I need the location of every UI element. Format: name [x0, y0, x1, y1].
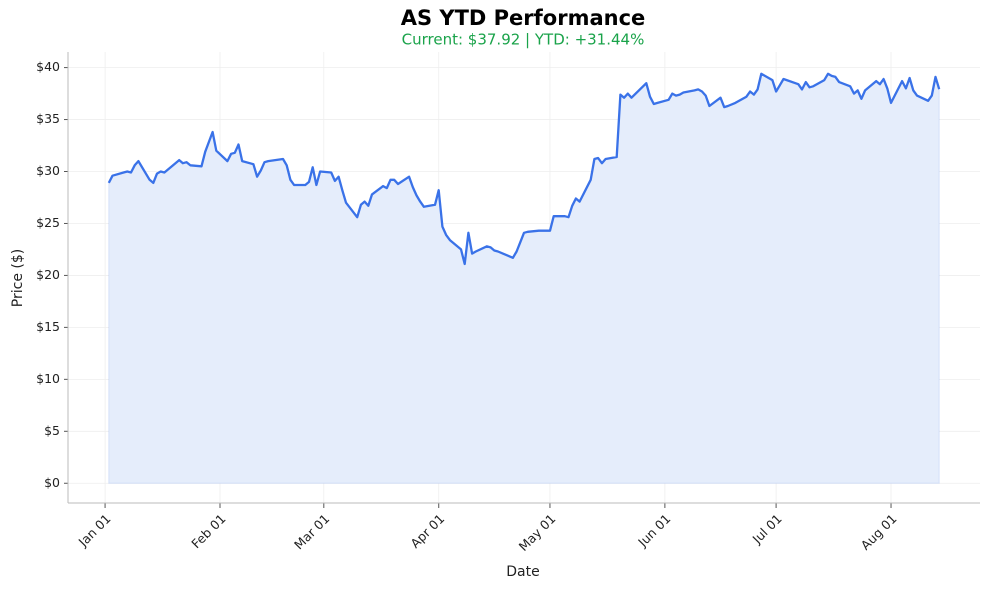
x-tick-label: Jun 01 [634, 511, 673, 550]
y-tick-label: $30 [36, 163, 60, 178]
y-tick-label: $40 [36, 59, 60, 74]
x-tick-label: Mar 01 [291, 511, 332, 552]
y-tick-label: $10 [36, 371, 60, 386]
x-tick-label: Apr 01 [407, 511, 447, 551]
x-tick-label: Jul 01 [749, 511, 785, 547]
y-tick-label: $0 [44, 475, 60, 490]
y-tick-label: $35 [36, 111, 60, 126]
x-tick-label: May 01 [516, 511, 559, 554]
line [107, 72, 941, 266]
y-tick-label: $25 [36, 215, 60, 230]
chart-title: AS YTD Performance [401, 6, 646, 30]
y-tick-label: $20 [36, 267, 60, 282]
y-tick-label: $5 [44, 423, 60, 438]
chart-subtitle: Current: $37.92 | YTD: +31.44% [402, 31, 645, 49]
x-axis-label: Date [506, 564, 539, 580]
y-axis-label: Price ($) [10, 249, 26, 307]
x-tick-label: Aug 01 [858, 511, 900, 553]
y-tick-label: $15 [36, 319, 60, 334]
x-tick-label: Feb 01 [188, 511, 228, 551]
x-tick-label: Jan 01 [75, 511, 114, 550]
area [108, 73, 940, 484]
